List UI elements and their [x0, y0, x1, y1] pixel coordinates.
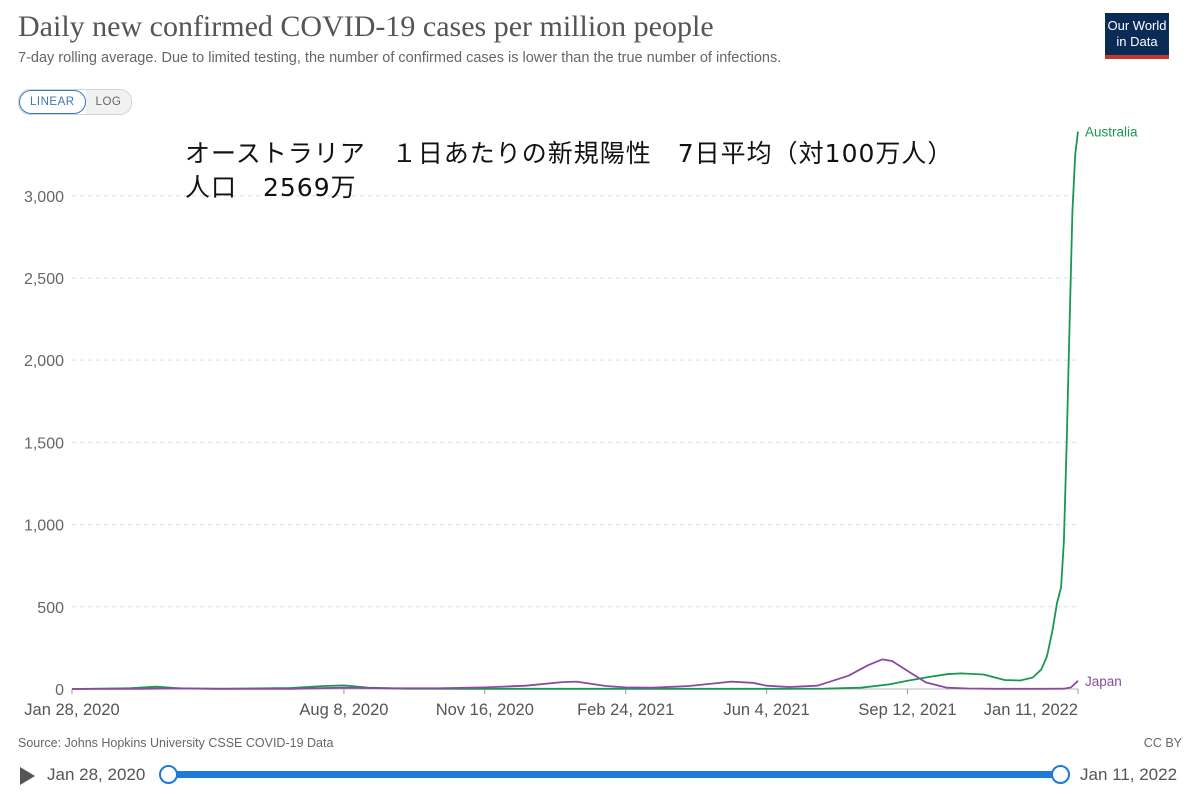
- license-label[interactable]: CC BY: [1143, 736, 1182, 750]
- scale-toggle: LINEAR LOG: [18, 89, 133, 115]
- annotation-text: オーストラリア １日あたりの新規陽性 7日平均（対100万人） 人口 2569万: [185, 137, 953, 205]
- line-chart: 0 500 1,000 1,500 2,000 2,500 3,000 Jan 28, 202…: [24, 125, 1138, 719]
- timeline-end-label: Jan 11, 2022: [1080, 765, 1178, 784]
- x-tick-label: Nov 16, 2020: [436, 701, 534, 719]
- x-tick-label: Jun 4, 2021: [723, 701, 809, 719]
- series-label-japan[interactable]: Japan: [1085, 674, 1122, 689]
- chart-title: Daily new confirmed COVID-19 cases per m…: [18, 10, 714, 43]
- chart-subtitle: 7-day rolling average. Due to limited te…: [18, 50, 782, 66]
- x-tick-label: Feb 24, 2021: [577, 701, 674, 719]
- y-tick-label: 3,000: [24, 189, 64, 206]
- y-tick-label: 2,500: [24, 271, 64, 288]
- y-tick-label: 2,000: [24, 353, 64, 370]
- source-note: Source: Johns Hopkins University CSSE CO…: [18, 736, 334, 750]
- log-scale-button[interactable]: LOG: [85, 90, 132, 114]
- series-label-australia[interactable]: Australia: [1085, 125, 1138, 140]
- owid-logo[interactable]: Our World in Data: [1105, 13, 1169, 59]
- timeline-slider: Jan 28, 2020 Jan 11, 2022: [0, 760, 1200, 790]
- series-line-australia[interactable]: [71, 131, 1079, 690]
- x-tick-label: Jan 28, 2020: [24, 701, 119, 719]
- annotation-line-2: 人口 2569万: [185, 173, 357, 202]
- x-tick-label: Jan 11, 2022: [984, 701, 1078, 719]
- y-tick-label: 500: [37, 600, 64, 617]
- logo-line-2: in Data: [1116, 34, 1158, 49]
- linear-scale-button[interactable]: LINEAR: [19, 90, 86, 114]
- annotation-line-1: オーストラリア １日あたりの新規陽性 7日平均（対100万人）: [185, 139, 954, 168]
- timeline-end-handle[interactable]: [1051, 765, 1070, 784]
- x-tick-label: Sep 12, 2021: [858, 701, 956, 719]
- x-tick-label: Aug 8, 2020: [299, 701, 388, 719]
- play-icon[interactable]: [20, 767, 35, 785]
- y-tick-label: 0: [55, 682, 64, 699]
- logo-line-1: Our World: [1107, 18, 1167, 33]
- timeline-track[interactable]: [168, 771, 1060, 778]
- series-line-japan[interactable]: [71, 658, 1079, 690]
- timeline-start-handle[interactable]: [159, 765, 178, 784]
- y-tick-label: 1,000: [24, 518, 64, 535]
- y-tick-label: 1,500: [24, 435, 64, 452]
- timeline-start-label: Jan 28, 2020: [47, 765, 146, 784]
